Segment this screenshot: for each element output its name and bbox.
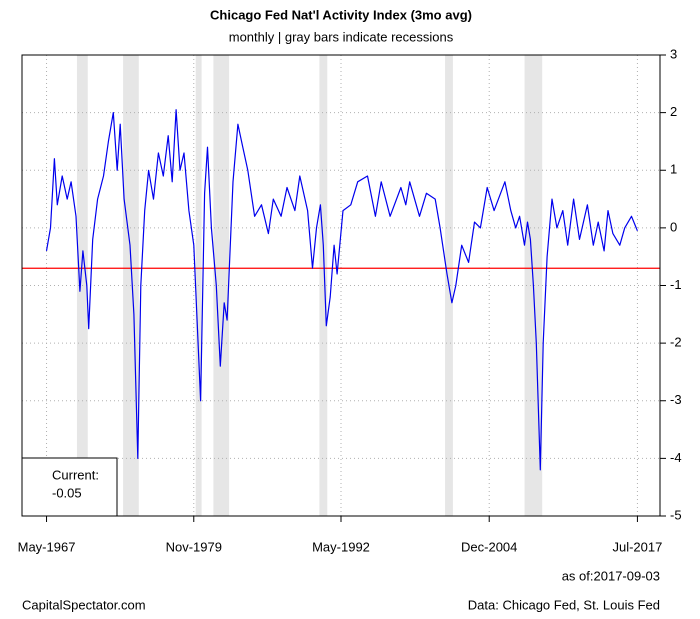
y-tick-label: -5 [670, 507, 682, 522]
y-tick-label: -3 [670, 392, 682, 407]
current-value: -0.05 [52, 485, 82, 500]
x-tick-label: Nov-1979 [166, 539, 222, 554]
recession-band [319, 55, 328, 516]
y-tick-label: 1 [670, 162, 677, 177]
current-label: Current: [52, 467, 99, 482]
chart-title: Chicago Fed Nat'l Activity Index (3mo av… [210, 7, 472, 22]
recession-band [213, 55, 230, 516]
y-tick-label: 2 [670, 104, 677, 119]
plot-frame [21, 54, 661, 517]
source-right: Data: Chicago Fed, St. Louis Fed [468, 597, 660, 612]
x-tick-label: Dec-2004 [461, 539, 517, 554]
y-tick-label: -2 [670, 335, 682, 350]
chart-subtitle: monthly | gray bars indicate recessions [229, 29, 454, 44]
source-left: CapitalSpectator.com [22, 597, 146, 612]
y-tick-label: 3 [670, 46, 677, 61]
current-box [21, 457, 118, 517]
x-tick-label: Jul-2017 [612, 539, 662, 554]
x-tick-label: May-1967 [18, 539, 76, 554]
series-line [45, 109, 638, 471]
y-tick-label: 0 [670, 219, 677, 234]
y-tick-label: -1 [670, 277, 682, 292]
y-tick-label: -4 [670, 450, 682, 465]
x-tick-label: May-1992 [312, 539, 370, 554]
as-of: as of:2017-09-03 [562, 568, 660, 583]
